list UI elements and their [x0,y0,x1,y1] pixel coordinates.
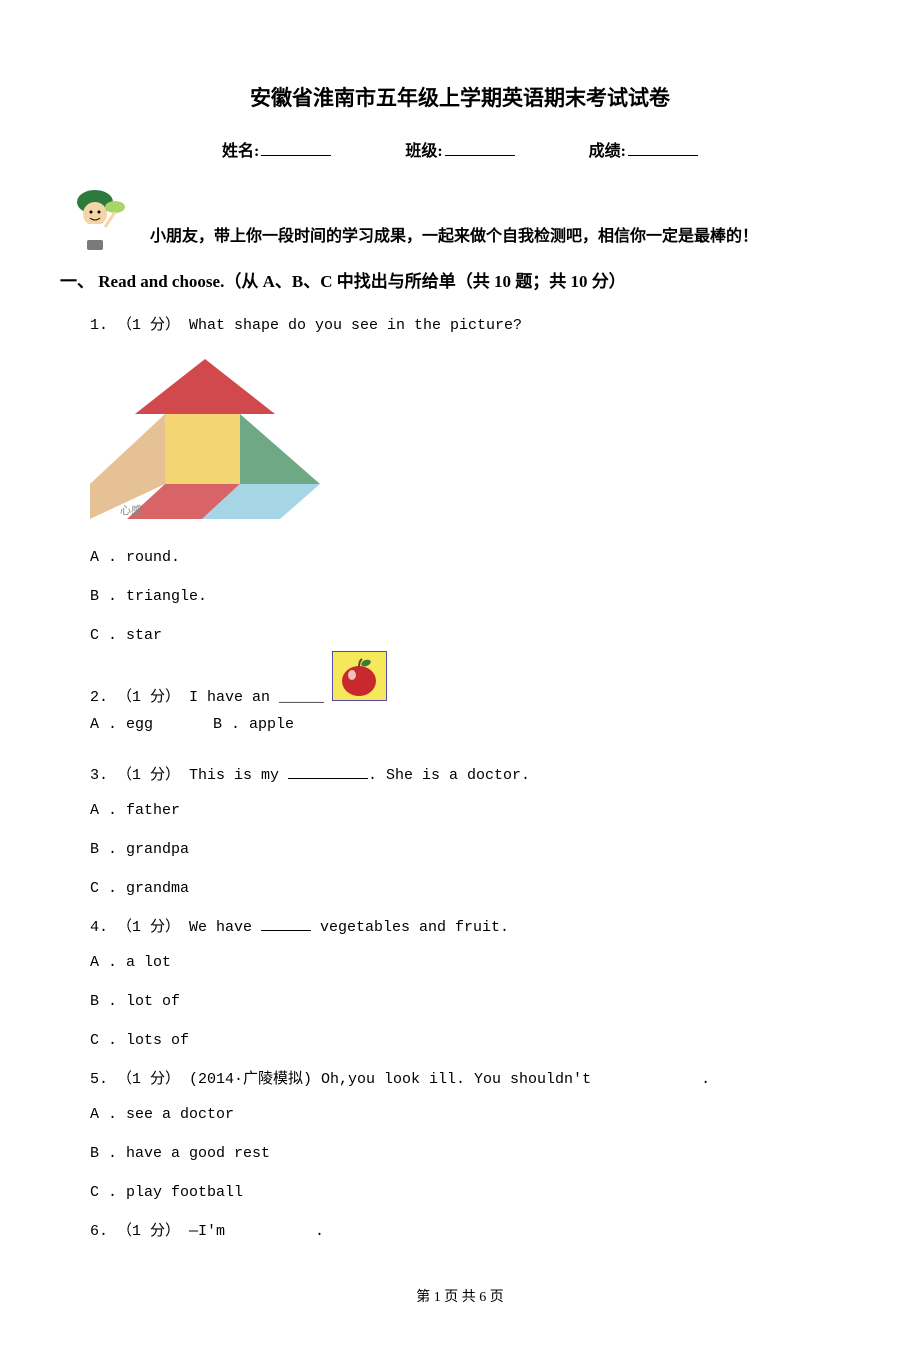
q2-option-b: B . apple [213,711,294,738]
score-label: 成绩: [589,138,626,167]
q4-blank [261,930,311,931]
q5-stem: 5. （1 分） (2014·广陵模拟) Oh,you look ill. Yo… [90,1066,860,1093]
q5-option-a: A . see a doctor [90,1101,860,1128]
page-footer: 第 1 页 共 6 页 [60,1285,860,1310]
q3-option-a: A . father [90,797,860,824]
intro-text: 小朋友，带上你一段时间的学习成果，一起来做个自我检测吧，相信你一定是最棒的！ [150,223,860,252]
cartoon-boy-icon [60,182,140,252]
class-label: 班级: [405,138,442,167]
q6-stem-post: . [315,1223,324,1240]
q4-option-b: B . lot of [90,988,860,1015]
q1-option-a: A . round. [90,544,860,571]
q4-option-c: C . lots of [90,1027,860,1054]
q6-stem-text: 6. （1 分） —I'm [90,1223,225,1240]
q2-stem: 2. （1 分） I have an _____ [90,684,324,711]
q2-option-a: A . egg [90,711,153,738]
name-label: 姓名: [222,138,259,167]
q5-option-c: C . play football [90,1179,860,1206]
class-blank [445,155,515,156]
question-4: 4. （1 分） We have vegetables and fruit. A… [90,914,860,1054]
apple-icon [332,651,387,701]
intro-section: 小朋友，带上你一段时间的学习成果，一起来做个自我检测吧，相信你一定是最棒的！ [60,182,860,252]
q4-stem: 4. （1 分） We have vegetables and fruit. [90,914,860,941]
page-title: 安徽省淮南市五年级上学期英语期末考试试卷 [60,80,860,118]
q5-stem-post: . [701,1071,710,1088]
score-blank [628,155,698,156]
q1-option-b: B . triangle. [90,583,860,610]
q5-option-b: B . have a good rest [90,1140,860,1167]
q5-stem-text: 5. （1 分） (2014·广陵模拟) Oh,you look ill. Yo… [90,1071,591,1088]
q4-stem-post: vegetables and fruit. [311,919,509,936]
question-1: 1. （1 分） What shape do you see in the pi… [90,312,860,649]
q3-blank [288,778,368,779]
q6-stem: 6. （1 分） —I'm. [90,1218,860,1245]
question-3: 3. （1 分） This is my . She is a doctor. A… [90,762,860,902]
q1-option-c: C . star [90,622,860,649]
section-1-header: 一、 Read and choose.（从 A、B、C 中找出与所给单（共 10… [60,267,860,298]
question-5: 5. （1 分） (2014·广陵模拟) Oh,you look ill. Yo… [90,1066,860,1206]
student-info-line: 姓名: 班级: 成绩: [60,138,860,167]
q1-stem: 1. （1 分） What shape do you see in the pi… [90,312,860,339]
question-2: 2. （1 分） I have an _____ A . egg B . app… [90,661,860,750]
q4-option-a: A . a lot [90,949,860,976]
q3-stem-post: . She is a doctor. [368,767,530,784]
q3-option-b: B . grandpa [90,836,860,863]
q3-stem-pre: 3. （1 分） This is my [90,767,288,784]
q4-stem-pre: 4. （1 分） We have [90,919,261,936]
tangram-image: 心感 [90,354,320,524]
svg-text:心感: 心感 [120,504,142,517]
name-blank [261,155,331,156]
q3-option-c: C . grandma [90,875,860,902]
q3-stem: 3. （1 分） This is my . She is a doctor. [90,762,860,789]
question-6: 6. （1 分） —I'm. [90,1218,860,1245]
